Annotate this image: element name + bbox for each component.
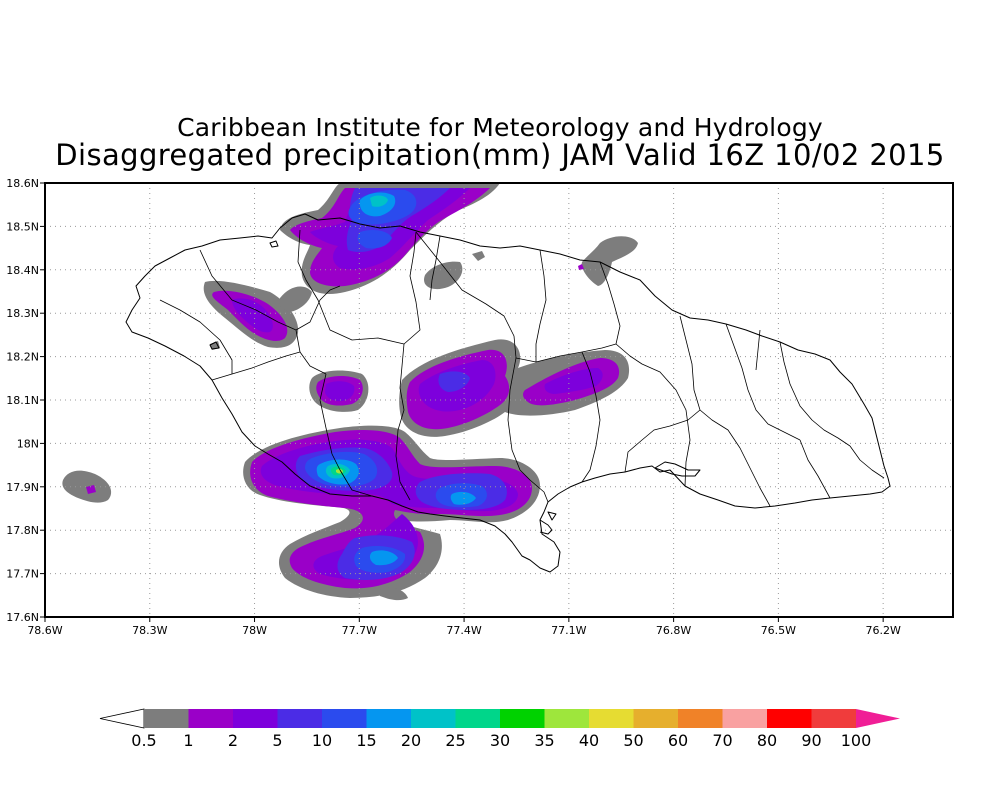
- colorbar-label: 50: [623, 731, 643, 750]
- y-tick-label: 18.1N: [6, 394, 39, 407]
- y-tick-label: 18.4N: [6, 264, 39, 277]
- colorbar-swatch: [589, 709, 634, 728]
- colorbar-swatch: [411, 709, 456, 728]
- x-tick-label: 78.3W: [132, 624, 167, 637]
- colorbar-label: 90: [801, 731, 821, 750]
- colorbar-label: 5: [272, 731, 282, 750]
- precipitation-field: [62, 183, 638, 601]
- jamaica-outline: [125, 213, 891, 573]
- colorbar-swatch: [233, 709, 278, 728]
- y-tick-label: 17.6N: [6, 611, 39, 624]
- x-tick-label: 76.2W: [865, 624, 900, 637]
- colorbar-swatch: [322, 709, 367, 728]
- figure-title-line-2: Disaggregated precipitation(mm) JAM Vali…: [55, 138, 945, 172]
- x-tick-label: 76.5W: [761, 624, 796, 637]
- colorbar-over-arrow: [856, 709, 900, 728]
- colorbar-label: 70: [712, 731, 732, 750]
- colorbar-swatch: [678, 709, 723, 728]
- colorbar-swatch: [366, 709, 411, 728]
- colorbar-swatch: [144, 709, 189, 728]
- x-tick-label: 76.8W: [656, 624, 691, 637]
- colorbar-label: 2: [228, 731, 238, 750]
- y-tick-label: 18.3N: [6, 307, 39, 320]
- colorbar-label: 25: [445, 731, 465, 750]
- colorbar: 0.5 1 2 5 10 15 20 25 30 35 40 50 60 70 80 90 100: [99, 708, 900, 750]
- x-tick-label: 77.1W: [551, 624, 586, 637]
- colorbar-swatch: [500, 709, 545, 728]
- colorbar-label: 1: [183, 731, 193, 750]
- y-tick-label: 17.9N: [6, 481, 39, 494]
- colorbar-swatch: [544, 709, 589, 728]
- colorbar-swatch: [722, 709, 767, 728]
- colorbar-swatch: [277, 709, 322, 728]
- colorbar-label: 15: [356, 731, 376, 750]
- colorbar-label: 100: [841, 731, 872, 750]
- parish-boundaries: [159, 229, 885, 507]
- x-tick-label: 78W: [242, 624, 267, 637]
- colorbar-label: 10: [312, 731, 332, 750]
- colorbar-swatch: [188, 709, 233, 728]
- figure-title-line-1: Caribbean Institute for Meteorology and …: [177, 113, 823, 142]
- colorbar-swatch: [455, 709, 500, 728]
- y-tick-label: 18.6N: [6, 177, 39, 190]
- x-axis-ticks: 78.6W 78.3W 78W 77.7W 77.4W 77.1W 76.8W 76.5W 76…: [27, 617, 901, 637]
- colorbar-under-arrow: [99, 708, 145, 729]
- y-tick-label: 18.5N: [6, 220, 39, 233]
- colorbar-label: 60: [668, 731, 688, 750]
- colorbar-swatch: [811, 709, 856, 728]
- y-axis-ticks: 18.6N 18.5N 18.4N 18.3N 18.2N 18.1N 18N 17.9N 17…: [6, 177, 45, 624]
- colorbar-swatch: [633, 709, 678, 728]
- x-tick-label: 78.6W: [27, 624, 62, 637]
- y-tick-label: 17.8N: [6, 524, 39, 537]
- colorbar-label: 0.5: [131, 731, 156, 750]
- colorbar-swatch: [767, 709, 812, 728]
- colorbar-label: 20: [401, 731, 421, 750]
- y-tick-label: 18N: [17, 437, 39, 450]
- colorbar-label: 35: [534, 731, 554, 750]
- y-tick-label: 18.2N: [6, 351, 39, 364]
- y-tick-label: 17.7N: [6, 568, 39, 581]
- colorbar-label: 30: [490, 731, 510, 750]
- x-tick-label: 77.4W: [446, 624, 481, 637]
- colorbar-label: 40: [579, 731, 599, 750]
- colorbar-label: 80: [757, 731, 777, 750]
- x-tick-label: 77.7W: [342, 624, 377, 637]
